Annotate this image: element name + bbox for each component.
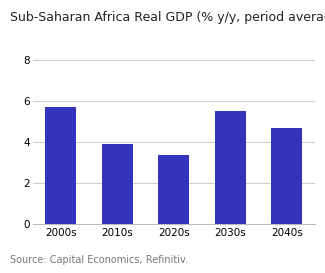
Text: Source: Capital Economics, Refinitiv.: Source: Capital Economics, Refinitiv.	[10, 255, 188, 265]
Bar	[158, 155, 189, 224]
Bar	[215, 111, 246, 224]
Bar	[46, 107, 76, 224]
Bar	[271, 128, 302, 224]
Bar	[102, 144, 133, 224]
Text: Sub-Saharan Africa Real GDP (% y/y, period averages): Sub-Saharan Africa Real GDP (% y/y, peri…	[10, 11, 325, 24]
